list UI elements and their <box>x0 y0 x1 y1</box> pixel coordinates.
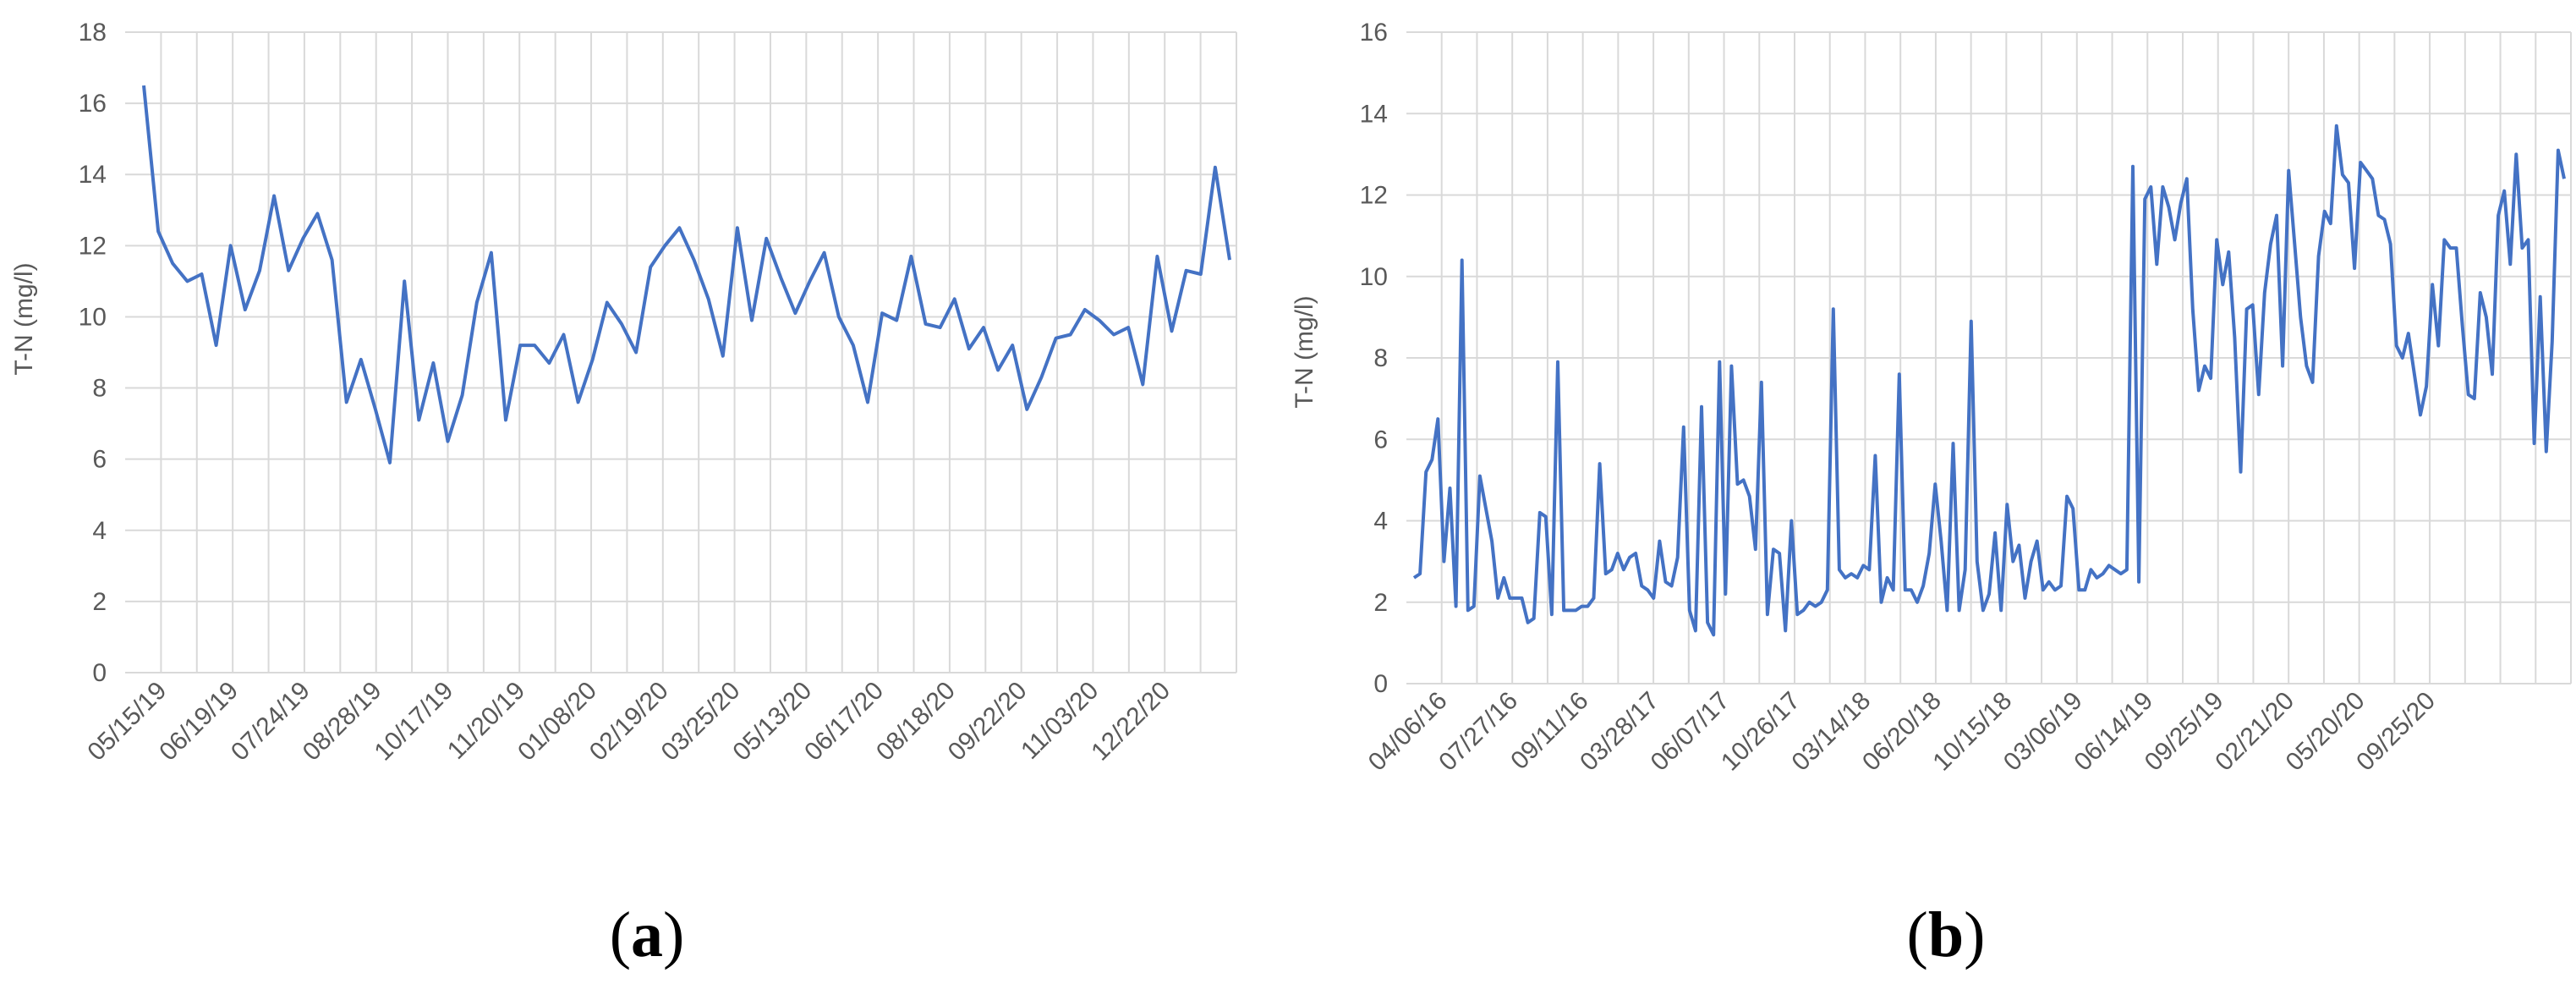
x-tick-label: 09/22/20 <box>943 677 1033 767</box>
y-tick-label: 16 <box>79 90 107 118</box>
y-tick-label: 0 <box>1373 670 1388 698</box>
x-tick-label: 01/08/20 <box>512 677 602 767</box>
chart-b-y-axis-title: T-N (mg/l) <box>1291 295 1318 408</box>
y-tick-label: 16 <box>1360 19 1388 47</box>
y-tick-label: 6 <box>1373 426 1388 454</box>
chart-a-y-tick-labels: 0 2 4 6 8 10 12 14 16 18 <box>79 19 107 687</box>
y-tick-label: 10 <box>1360 263 1388 291</box>
chart-a-series-line <box>142 85 1231 465</box>
chart-a-y-axis-title: T-N (mg/l) <box>10 262 38 375</box>
y-tick-label: 4 <box>1373 508 1388 536</box>
y-tick-label: 6 <box>92 446 107 474</box>
chart-a-x-tick-labels: 05/15/1906/19/1907/24/1908/28/1910/17/19… <box>82 677 1176 767</box>
x-tick-label: 05/15/19 <box>82 677 172 767</box>
x-tick-label: 07/24/19 <box>226 677 315 767</box>
x-tick-label: 08/18/20 <box>871 677 961 767</box>
chart-a: 0 2 4 6 8 10 12 14 16 18 05/15/1906/19/1907/24/19… <box>10 19 1237 767</box>
chart-a-gridlines <box>125 31 1237 673</box>
y-tick-label: 2 <box>92 588 107 616</box>
x-tick-label: 06/17/20 <box>799 677 889 767</box>
y-tick-label: 18 <box>79 19 107 47</box>
chart-b-y-tick-labels: 0 2 4 6 8 10 12 14 16 <box>1360 19 1388 698</box>
x-tick-label: 09/25/20 <box>2351 687 2441 777</box>
chart-b: 0 2 4 6 8 10 12 14 16 04/06/1607/27/1609/11/1603… <box>1291 19 2572 777</box>
y-tick-label: 8 <box>92 375 107 403</box>
y-tick-label: 0 <box>92 659 107 687</box>
panel-label-b: (b) <box>1907 899 1986 970</box>
y-tick-label: 12 <box>1360 182 1388 210</box>
y-tick-label: 10 <box>79 303 107 331</box>
x-tick-label: 12/22/20 <box>1086 677 1176 767</box>
panel-label-a: (a) <box>610 899 685 970</box>
y-tick-label: 14 <box>1360 100 1388 128</box>
x-tick-label: 02/19/20 <box>584 677 674 767</box>
x-tick-label: 08/28/19 <box>298 677 387 767</box>
x-tick-label: 06/19/19 <box>154 677 244 767</box>
y-tick-label: 2 <box>1373 589 1388 617</box>
y-tick-label: 14 <box>79 161 107 189</box>
x-tick-label: 10/17/19 <box>370 677 459 767</box>
chart-b-series-line <box>1412 124 2566 637</box>
chart-b-x-tick-labels: 04/06/1607/27/1609/11/1603/28/1706/07/17… <box>1363 687 2441 777</box>
y-tick-label: 4 <box>92 517 107 545</box>
x-tick-label: 05/13/20 <box>727 677 817 767</box>
x-tick-label: 03/25/20 <box>656 677 746 767</box>
y-tick-label: 8 <box>1373 344 1388 372</box>
x-tick-label: 07/27/16 <box>1433 687 1523 777</box>
y-tick-label: 12 <box>79 232 107 260</box>
